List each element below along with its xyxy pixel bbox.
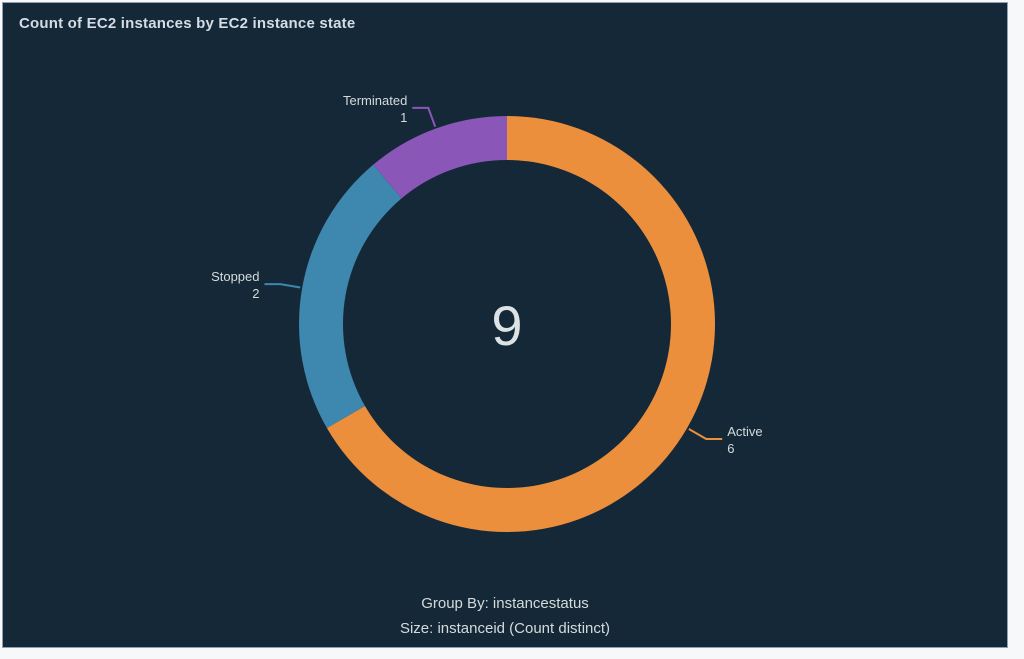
chart-title: Count of EC2 instances by EC2 instance s… (19, 15, 356, 32)
segment-value-terminated: 1 (400, 110, 407, 125)
leader-line-terminated (412, 106, 437, 128)
leader-line-stopped (264, 283, 301, 289)
segment-label-stopped: Stopped (211, 269, 259, 284)
segment-value-stopped: 2 (252, 286, 259, 301)
chart-panel: Count of EC2 instances by EC2 instance s… (2, 2, 1008, 648)
segment-label-active: Active (727, 424, 762, 439)
donut-chart[interactable]: Active 6 Stopped 2 Terminated 1 9 (3, 3, 1007, 647)
donut-center-total: 9 (491, 294, 522, 357)
group-by-label: Group By: instancestatus (421, 595, 589, 612)
donut-segment-stopped[interactable] (299, 164, 402, 428)
chart-footer: Group By: instancestatus Size: instancei… (3, 591, 1007, 641)
size-label: Size: instanceid (Count distinct) (399, 620, 611, 637)
leader-line-active (688, 428, 723, 440)
segment-value-active: 6 (727, 441, 734, 456)
segment-label-terminated: Terminated (343, 93, 407, 108)
donut-segment-terminated[interactable] (373, 116, 507, 199)
